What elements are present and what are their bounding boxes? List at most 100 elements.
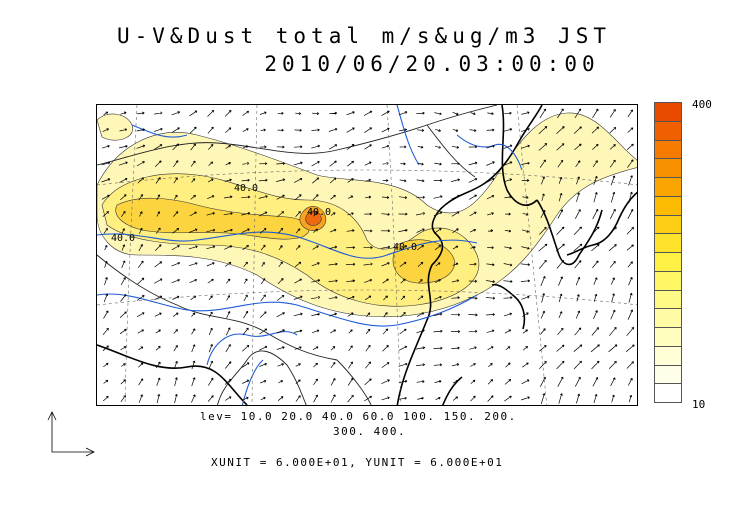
wind-arrow: [293, 161, 303, 166]
wind-arrow: [539, 159, 546, 168]
wind-arrow: [522, 362, 529, 368]
wind-arrow: [226, 295, 230, 301]
wind-arrow: [416, 380, 425, 383]
wind-arrow: [452, 128, 459, 132]
wind-arrow: [434, 228, 442, 234]
wind-arrow: [435, 279, 441, 284]
wind-arrow: [346, 246, 356, 249]
wind-arrow: [154, 111, 163, 115]
wind-arrow: [102, 211, 110, 217]
wind-arrow: [348, 361, 353, 369]
wind-arrow: [576, 393, 581, 404]
wind-arrow: [363, 110, 373, 116]
wind-arrow: [294, 261, 302, 267]
wind-arrow: [626, 361, 634, 369]
colorbar-swatch: [654, 102, 682, 122]
wind-arrow: [346, 295, 355, 300]
wind-arrow: [188, 228, 198, 233]
wind-arrow: [381, 110, 390, 116]
wind-arrow: [172, 295, 180, 300]
wind-arrow: [120, 194, 127, 201]
wind-arrow: [540, 209, 546, 219]
wind-arrow: [101, 194, 110, 200]
wind-arrow: [260, 396, 266, 401]
wind-arrow: [312, 194, 319, 201]
wind-arrow: [138, 244, 143, 252]
wind-arrow: [416, 179, 425, 183]
wind-arrow: [295, 228, 301, 234]
wind-arrow: [242, 344, 250, 352]
wind-arrow: [101, 178, 111, 183]
wind-arrow: [311, 128, 320, 132]
colorbar-swatch: [654, 364, 682, 385]
wind-arrow: [574, 327, 582, 336]
colorbar-max-label: 400: [692, 98, 712, 111]
wind-arrow: [521, 246, 530, 250]
wind-arrow: [627, 209, 634, 219]
wind-arrow: [295, 112, 302, 115]
wind-arrow: [558, 192, 563, 202]
wind-arrow: [592, 143, 599, 150]
wind-arrow: [102, 395, 109, 402]
wind-arrow: [278, 261, 283, 268]
wind-arrow: [575, 276, 581, 286]
wind-arrow: [627, 377, 633, 386]
wind-arrow: [206, 228, 216, 233]
wind-arrow: [503, 161, 513, 166]
wind-arrow: [574, 209, 581, 219]
wind-arrow: [119, 311, 127, 318]
wind-arrow: [224, 110, 232, 117]
wind-arrow: [434, 380, 442, 383]
contour-label: 40.0: [111, 233, 135, 244]
wind-arrow: [121, 244, 126, 251]
wind-arrow: [398, 196, 408, 200]
wind-arrow: [277, 211, 285, 217]
wind-arrow: [381, 196, 390, 199]
wind-arrow: [539, 345, 547, 352]
wind-arrow: [276, 329, 285, 334]
wind-arrow: [381, 245, 391, 249]
wind-arrow: [380, 229, 391, 233]
wind-arrow: [330, 377, 336, 386]
wind-arrow: [259, 362, 267, 367]
wind-arrow: [608, 360, 617, 370]
wind-arrow: [610, 191, 616, 203]
wind-arrow: [207, 126, 214, 134]
wind-arrow: [399, 261, 407, 267]
wind-arrow: [503, 128, 513, 132]
wind-arrow: [557, 159, 564, 168]
wind-arrow: [608, 226, 617, 235]
wind-arrow: [450, 313, 461, 317]
wind-arrow: [295, 211, 301, 217]
wind-arrow: [365, 312, 371, 317]
wind-arrow: [363, 229, 373, 233]
wind-arrow: [207, 395, 214, 402]
wind-arrow: [294, 329, 303, 333]
wind-arrow: [348, 345, 353, 352]
wind-arrow: [434, 112, 442, 116]
wind-arrow: [504, 246, 512, 250]
wind-arrow: [486, 263, 495, 267]
wind-arrow: [137, 312, 145, 318]
wind-arrow: [121, 210, 126, 218]
wind-arrow: [293, 312, 303, 317]
wind-arrow: [313, 211, 319, 217]
lat-lon-grid: [97, 105, 637, 405]
colorbar-swatch: [654, 120, 682, 141]
wind-arrow: [590, 344, 600, 353]
wind-arrow: [539, 226, 547, 235]
wind-arrow: [364, 144, 372, 150]
wind-arrow: [418, 279, 423, 284]
wind-arrow: [555, 243, 565, 252]
wind-arrow: [591, 360, 600, 370]
wind-arrow: [556, 259, 565, 269]
wind-arrow: [575, 310, 581, 319]
wind-arrow: [434, 295, 442, 300]
coastlines: [97, 105, 637, 405]
wind-arrow: [225, 396, 232, 401]
wind-arrow: [398, 245, 408, 250]
wind-arrow: [503, 178, 513, 183]
colorbar-swatch: [654, 345, 682, 366]
wind-arrow: [173, 160, 179, 168]
wind-arrow: [364, 127, 373, 133]
